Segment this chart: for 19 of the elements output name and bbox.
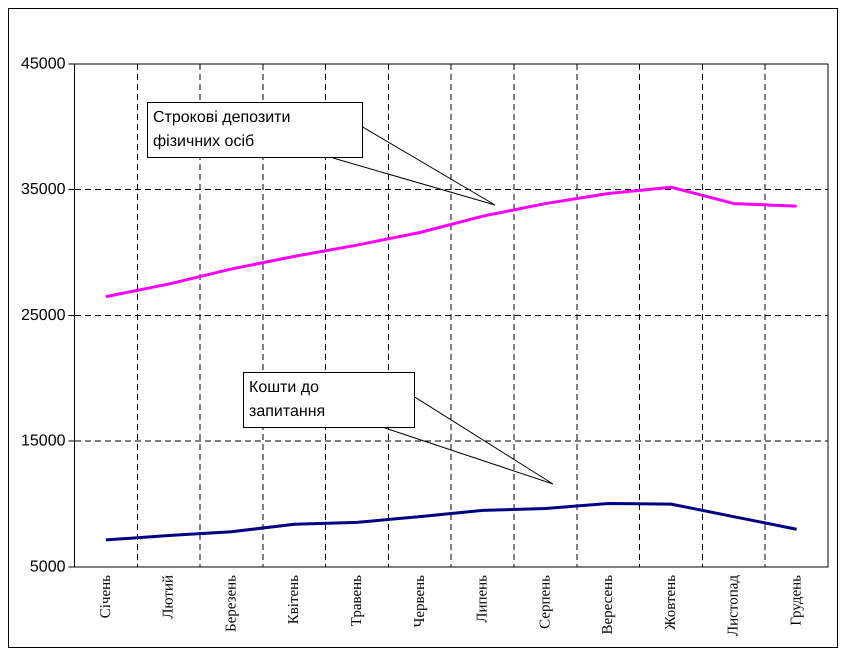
x-tick-label: Березень <box>223 574 240 632</box>
y-tick-label: 15000 <box>20 432 66 450</box>
x-tick-label: Вересень <box>600 574 616 635</box>
x-tick-label: Листопад <box>726 574 742 636</box>
annotation: Строкові депозити фізичних осіб <box>153 108 292 152</box>
y-tick-label: 45000 <box>20 55 66 72</box>
x-tick-label: Серпень <box>537 574 554 629</box>
y-tick-label: 5000 <box>30 558 66 576</box>
x-tick-label: Травень <box>348 574 365 626</box>
annotation: Кошти до запитання <box>249 378 326 422</box>
x-tick-label: Січень <box>98 574 114 618</box>
x-tick-label: Липень <box>474 574 491 623</box>
x-tick-label: Червень <box>412 574 428 628</box>
x-tick-label: Грудень <box>788 574 805 626</box>
y-tick-label: 35000 <box>20 181 66 198</box>
x-tick-label: Квітень <box>286 574 302 624</box>
y-tick-label: 25000 <box>20 306 66 324</box>
x-tick-label: Жовтень <box>662 574 679 630</box>
x-tick-label: Лютий <box>160 574 177 619</box>
